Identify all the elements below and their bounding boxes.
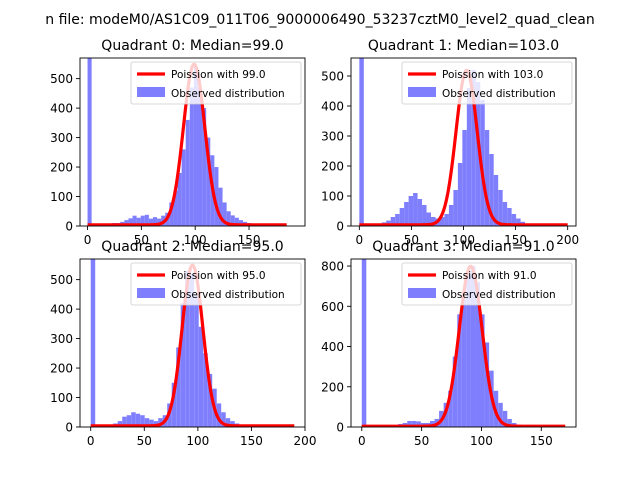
- histogram-bar: [422, 205, 426, 226]
- x-tick-label: 100: [186, 434, 209, 448]
- y-tick-label: 0: [336, 220, 344, 234]
- histogram-bar: [359, 58, 363, 226]
- x-tick-label: 50: [414, 434, 429, 448]
- y-tick-label: 500: [321, 70, 344, 84]
- legend-label-observed: Observed distribution: [442, 88, 556, 100]
- y-tick-label: 200: [50, 161, 73, 175]
- histogram-bar: [199, 327, 204, 427]
- y-tick-label: 400: [321, 340, 344, 354]
- legend-hist-swatch: [408, 87, 436, 97]
- x-tick-label: 150: [530, 434, 553, 448]
- histogram-bar: [190, 87, 194, 226]
- subplot-title: Quadrant 1: Median=103.0: [368, 38, 559, 54]
- y-tick-label: 300: [50, 131, 73, 145]
- x-tick-label: 200: [294, 434, 317, 448]
- y-tick-label: 100: [50, 391, 73, 405]
- histogram-bar: [91, 259, 96, 427]
- subplot-quadrant-2: 0 50 100 150 200 0 100 200 300 400 500 Quadrant 2: …: [50, 239, 316, 448]
- histogram-bar: [458, 163, 462, 226]
- x-tick-label: 50: [137, 434, 152, 448]
- histogram-bar: [362, 259, 367, 427]
- y-tick-label: 200: [321, 160, 344, 174]
- x-tick-label: 0: [87, 434, 95, 448]
- subplot-title: Quadrant 0: Median=99.0: [101, 38, 283, 54]
- legend-label-poisson: Poission with 95.0: [171, 270, 266, 282]
- legend-label-observed: Observed distribution: [171, 88, 285, 100]
- x-tick-label: 100: [470, 434, 493, 448]
- subplot-title: Quadrant 2: Median=95.0: [101, 239, 283, 255]
- x-tick-label: 0: [358, 434, 366, 448]
- histogram-bar: [88, 58, 92, 226]
- legend-label-poisson: Poission with 103.0: [442, 69, 543, 81]
- y-tick-label: 400: [50, 303, 73, 317]
- subplot-title: Quadrant 3: Median=91.0: [372, 239, 554, 255]
- x-tick-label: 0: [84, 233, 92, 247]
- y-tick-label: 200: [50, 362, 73, 376]
- legend-hist-swatch: [408, 288, 436, 298]
- histogram-bar: [444, 214, 448, 226]
- y-tick-label: 800: [321, 260, 344, 274]
- histogram-bar: [462, 130, 466, 226]
- histogram-bar: [182, 149, 186, 226]
- histogram-bar: [404, 202, 408, 226]
- histogram-bar: [462, 298, 467, 427]
- histogram-bar: [503, 202, 507, 226]
- histogram-bar: [449, 205, 453, 226]
- histogram-bar: [194, 294, 199, 427]
- figure-suptitle: n file: modeM0/AS1C09_011T06_9000006490_…: [45, 12, 594, 28]
- histogram-bar: [467, 88, 471, 226]
- legend-label-observed: Observed distribution: [171, 289, 285, 301]
- y-tick-label: 400: [321, 100, 344, 114]
- y-tick-label: 100: [321, 190, 344, 204]
- subplot-quadrant-3: 0 50 100 150 0 200 400 600 800 Quadrant 3: Median…: [321, 239, 576, 448]
- legend-label-poisson: Poission with 91.0: [442, 270, 537, 282]
- y-tick-label: 300: [50, 332, 73, 346]
- legend-label-observed: Observed distribution: [442, 289, 556, 301]
- y-tick-label: 500: [50, 72, 73, 86]
- histogram-bar: [413, 193, 417, 226]
- legend-label-poisson: Poission with 99.0: [171, 69, 266, 81]
- histogram-bar: [498, 190, 502, 226]
- histogram-bar: [418, 199, 422, 226]
- y-tick-label: 400: [50, 102, 73, 116]
- histogram-bar: [409, 196, 413, 226]
- y-tick-label: 200: [321, 380, 344, 394]
- x-tick-label: 0: [356, 233, 364, 247]
- histogram-bar: [453, 190, 457, 226]
- x-tick-label: 200: [556, 233, 579, 247]
- y-tick-label: 0: [336, 421, 344, 435]
- y-tick-label: 100: [50, 190, 73, 204]
- histogram-bar: [186, 120, 190, 226]
- y-tick-label: 500: [50, 273, 73, 287]
- legend-hist-swatch: [137, 87, 165, 97]
- y-tick-label: 300: [321, 130, 344, 144]
- x-tick-label: 150: [240, 434, 263, 448]
- y-tick-label: 600: [321, 300, 344, 314]
- y-tick-label: 0: [65, 220, 73, 234]
- y-tick-label: 0: [65, 421, 73, 435]
- legend-hist-swatch: [137, 288, 165, 298]
